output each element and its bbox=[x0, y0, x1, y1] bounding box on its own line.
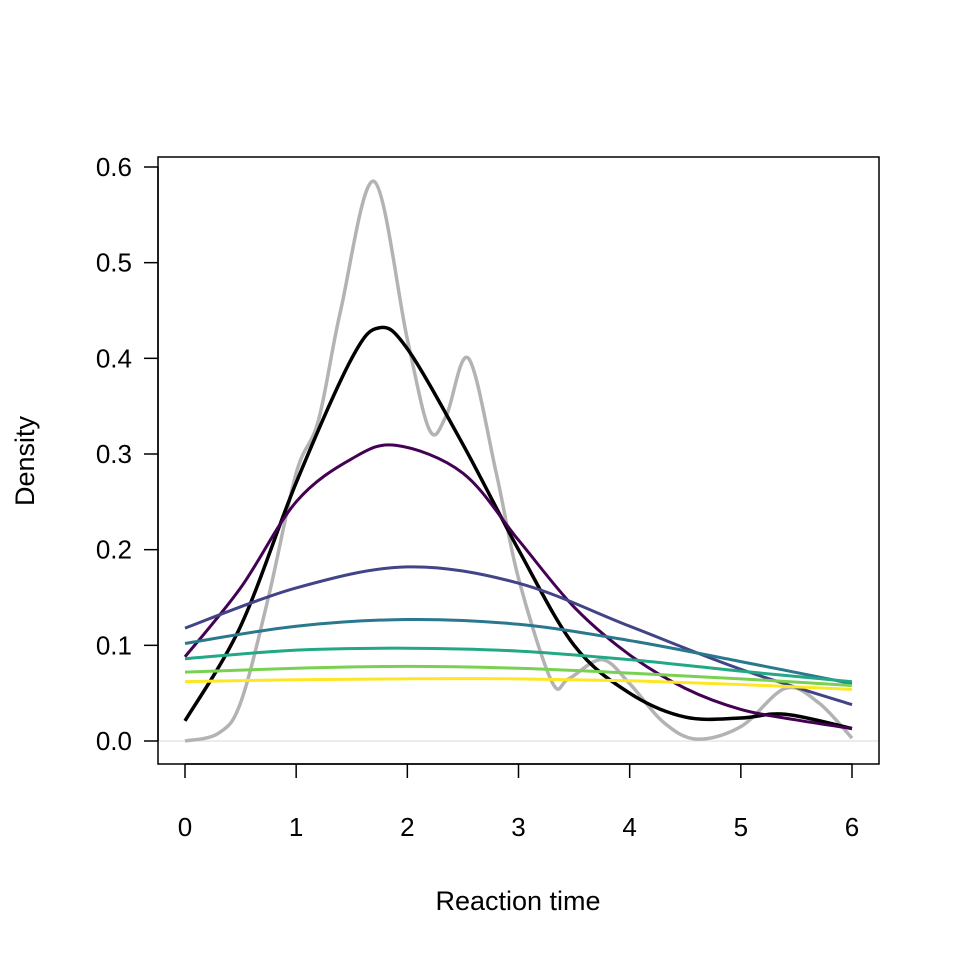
y-tick-label: 0.0 bbox=[96, 726, 132, 756]
x-tick-label: 0 bbox=[178, 812, 192, 842]
y-axis-title: Density bbox=[10, 415, 40, 506]
series-line-viridis-6 bbox=[184, 677, 853, 691]
y-tick-label: 0.6 bbox=[96, 152, 132, 182]
series-line-viridis-1 bbox=[183, 443, 853, 731]
series-line-viridis-3 bbox=[184, 617, 853, 686]
x-tick-label: 4 bbox=[622, 812, 636, 842]
y-axis: 0.0 0.1 0.2 0.3 0.4 0.5 0.6 bbox=[96, 152, 159, 756]
y-tick-label: 0.4 bbox=[96, 343, 132, 373]
series-line-viridis-5 bbox=[184, 664, 853, 688]
x-axis-title: Reaction time bbox=[435, 886, 600, 916]
series-line-black bbox=[183, 325, 853, 731]
x-axis: 0 1 2 3 4 5 6 bbox=[178, 763, 859, 842]
series-line-gray bbox=[184, 179, 854, 743]
y-tick-label: 0.3 bbox=[96, 439, 132, 469]
series-lines bbox=[183, 179, 854, 743]
series-line-viridis-2 bbox=[184, 565, 853, 707]
x-tick-label: 1 bbox=[289, 812, 303, 842]
x-tick-label: 2 bbox=[400, 812, 414, 842]
y-tick-label: 0.1 bbox=[96, 630, 132, 660]
series-line-viridis-4 bbox=[184, 646, 853, 684]
y-tick-label: 0.5 bbox=[96, 248, 132, 278]
x-tick-label: 5 bbox=[734, 812, 748, 842]
y-tick-label: 0.2 bbox=[96, 535, 132, 565]
x-tick-label: 6 bbox=[845, 812, 859, 842]
x-tick-label: 3 bbox=[511, 812, 525, 842]
